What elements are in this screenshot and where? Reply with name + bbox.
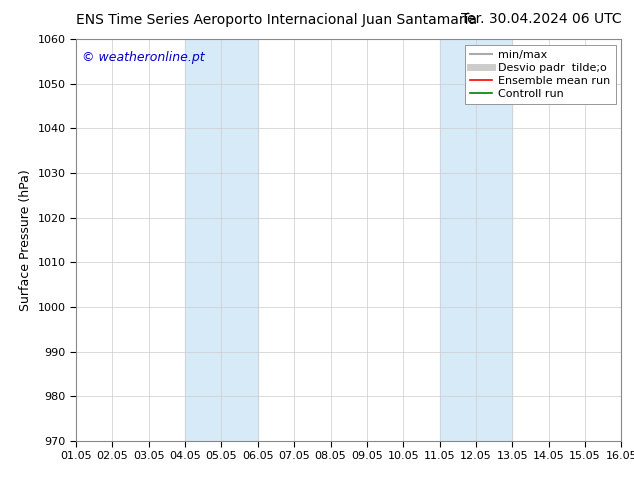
Y-axis label: Surface Pressure (hPa): Surface Pressure (hPa) xyxy=(19,169,32,311)
Legend: min/max, Desvio padr  tilde;o, Ensemble mean run, Controll run: min/max, Desvio padr tilde;o, Ensemble m… xyxy=(465,45,616,104)
Bar xyxy=(439,39,512,441)
Text: © weatheronline.pt: © weatheronline.pt xyxy=(82,51,204,64)
Text: ENS Time Series Aeroporto Internacional Juan Santamaría: ENS Time Series Aeroporto Internacional … xyxy=(76,12,477,27)
Bar xyxy=(185,39,258,441)
Text: Ter. 30.04.2024 06 UTC: Ter. 30.04.2024 06 UTC xyxy=(461,12,621,26)
